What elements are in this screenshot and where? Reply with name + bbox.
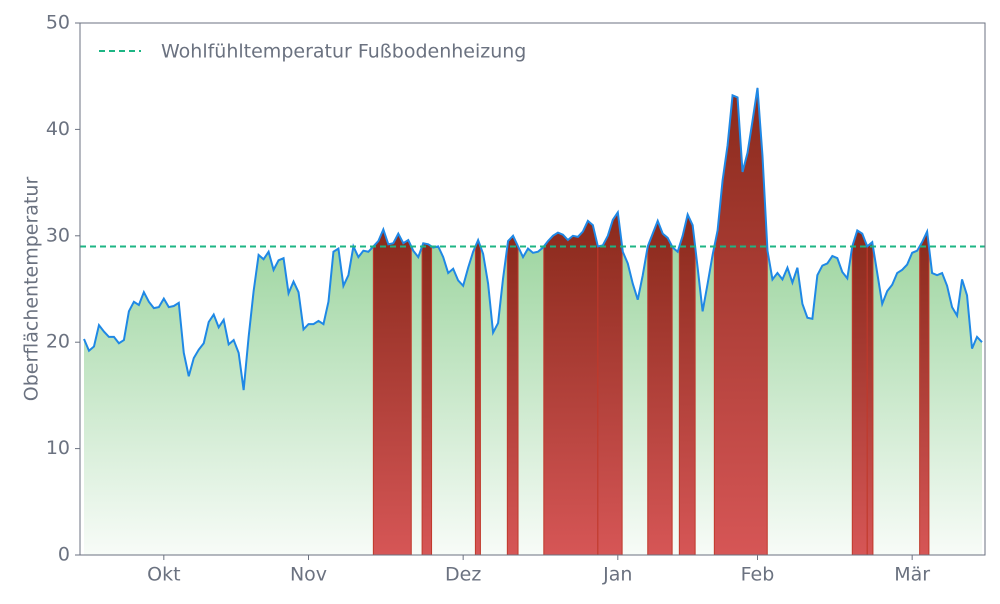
above-threshold-area: [372, 228, 412, 556]
x-tick-label: Jan: [602, 564, 632, 586]
above-threshold-area: [866, 241, 874, 556]
y-tick-label: 0: [58, 544, 70, 566]
temperature-line: [83, 87, 983, 391]
above-threshold-area: [919, 229, 930, 556]
y-tick-label: 40: [46, 118, 70, 140]
y-tick-label: 50: [46, 12, 70, 34]
above-threshold-area: [543, 220, 599, 556]
x-tick-label: Okt: [147, 564, 180, 586]
plot-frame: [79, 22, 986, 556]
area-fill: [84, 87, 982, 556]
above-threshold-area: [647, 219, 673, 556]
y-tick-label: 20: [46, 331, 70, 353]
above-threshold-area: [851, 229, 868, 556]
x-tick-label: Feb: [741, 564, 775, 586]
y-tick-label: 30: [46, 224, 70, 246]
above-threshold-area: [597, 211, 623, 556]
y-tick-label: 10: [46, 437, 70, 459]
x-tick-label: Dez: [445, 564, 481, 586]
x-tick-label: Nov: [290, 564, 327, 586]
legend-label: Wohlfühltemperatur Fußbodenheizung: [161, 41, 526, 63]
above-threshold-area: [506, 234, 519, 556]
x-tick-label: Mär: [894, 564, 930, 586]
y-axis-label: Oberflächentemperatur: [21, 177, 43, 402]
above-threshold-area: [678, 213, 696, 556]
above-threshold-area: [474, 238, 481, 556]
above-threshold-area: [421, 242, 433, 556]
